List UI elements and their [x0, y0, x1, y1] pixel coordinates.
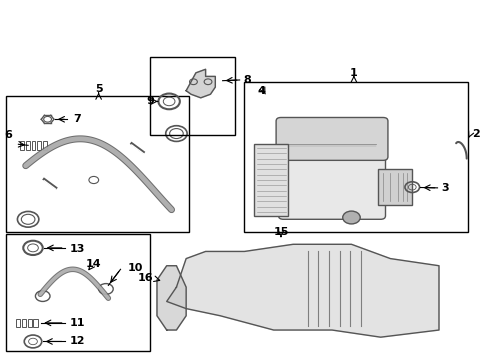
- Polygon shape: [186, 69, 215, 98]
- Text: 13: 13: [69, 244, 84, 253]
- Text: 1: 1: [349, 68, 357, 78]
- Bar: [6, 96, 188, 232]
- Bar: [6, 234, 149, 351]
- Bar: [31, 141, 35, 150]
- Bar: [22, 319, 26, 327]
- Bar: [37, 141, 41, 150]
- Bar: [20, 141, 24, 150]
- Polygon shape: [166, 244, 438, 337]
- Text: 3: 3: [441, 183, 448, 193]
- Text: 15: 15: [273, 227, 288, 237]
- Text: 10: 10: [127, 262, 143, 273]
- Text: 14: 14: [86, 259, 102, 269]
- Text: 7: 7: [73, 114, 81, 124]
- Bar: [43, 141, 47, 150]
- Circle shape: [342, 211, 360, 224]
- Text: 9: 9: [146, 96, 154, 107]
- FancyBboxPatch shape: [278, 148, 385, 219]
- Text: 6: 6: [5, 130, 13, 140]
- Text: 12: 12: [69, 337, 85, 346]
- Text: 2: 2: [471, 129, 479, 139]
- Bar: [33, 319, 38, 327]
- Bar: [28, 319, 32, 327]
- Bar: [16, 319, 20, 327]
- Text: 8: 8: [243, 75, 250, 85]
- Bar: [254, 144, 287, 216]
- Text: 4: 4: [257, 86, 265, 96]
- Bar: [26, 141, 30, 150]
- Bar: [244, 82, 467, 232]
- Text: 16: 16: [137, 273, 153, 283]
- Bar: [149, 57, 234, 135]
- Text: 11: 11: [69, 318, 85, 328]
- Polygon shape: [157, 266, 186, 330]
- Bar: [377, 169, 411, 205]
- FancyBboxPatch shape: [276, 117, 387, 160]
- Text: 5: 5: [95, 84, 102, 94]
